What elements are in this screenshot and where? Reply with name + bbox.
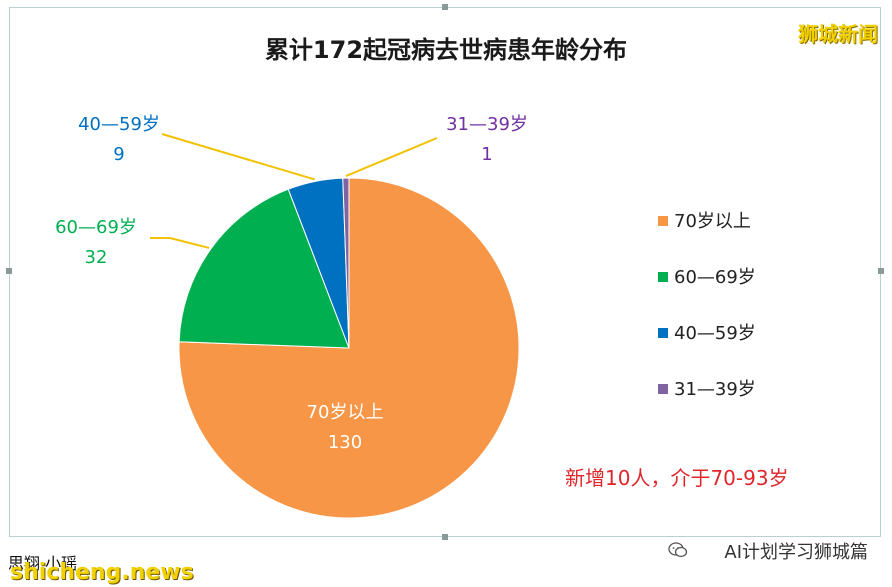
legend-swatch-1	[658, 272, 668, 282]
data-label-3-name: 31—39岁	[446, 114, 528, 135]
data-label-0-value: 130	[328, 432, 362, 453]
resize-handle-top[interactable]	[442, 4, 448, 10]
resize-handle-left[interactable]	[6, 268, 12, 274]
pie-slice-1	[178, 188, 350, 349]
data-label-2-name: 40—59岁	[78, 114, 160, 135]
data-label-3-value: 1	[481, 144, 492, 165]
chart-annotation: 新增10人，介于70-93岁	[565, 466, 789, 490]
leader-line-1	[150, 237, 210, 249]
data-label-1-name: 60—69岁	[55, 217, 137, 238]
brand-watermark: 狮城新闻	[798, 22, 878, 46]
legend-swatch-2	[658, 328, 668, 338]
data-label-1-value: 32	[85, 247, 108, 268]
site-watermark: shicheng.news	[10, 560, 194, 585]
pie-slice-3	[342, 177, 350, 349]
legend-label-0: 70岁以上	[674, 211, 751, 232]
wechat-icon	[668, 542, 688, 558]
bottom-caption: 思翔·小瑶	[8, 554, 78, 573]
legend-label-1: 60—69岁	[674, 267, 756, 288]
leader-line-3	[345, 137, 438, 177]
account-watermark: AI计划学习狮城篇	[724, 542, 868, 563]
legend-label-2: 40—59岁	[674, 323, 756, 344]
chart-title: 累计172起冠病去世病患年龄分布	[264, 36, 628, 64]
legend-label-3: 31—39岁	[674, 379, 756, 400]
data-label-2-value: 9	[113, 144, 124, 165]
data-label-0-name: 70岁以上	[307, 402, 384, 423]
resize-handle-right[interactable]	[878, 268, 884, 274]
legend-swatch-0	[658, 216, 668, 226]
resize-handle-bottom[interactable]	[442, 534, 448, 540]
legend-swatch-3	[658, 384, 668, 394]
leader-line-2	[161, 133, 315, 181]
